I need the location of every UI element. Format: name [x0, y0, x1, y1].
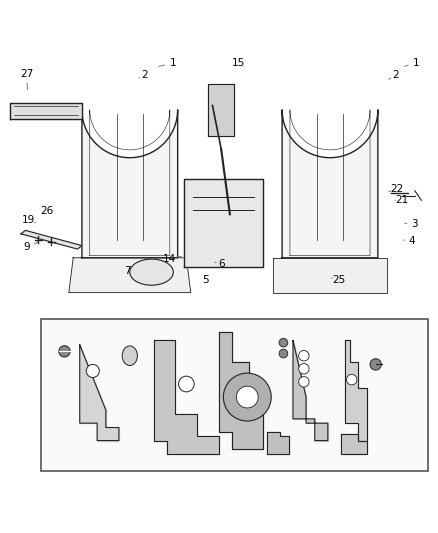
Circle shape — [237, 386, 258, 408]
Text: 12: 12 — [363, 371, 376, 381]
Text: 22: 22 — [390, 184, 403, 194]
Text: 11: 11 — [352, 329, 365, 339]
Polygon shape — [345, 341, 367, 441]
Text: 4: 4 — [408, 236, 415, 246]
Circle shape — [279, 349, 288, 358]
Polygon shape — [273, 258, 387, 293]
Polygon shape — [80, 345, 119, 441]
Circle shape — [346, 375, 357, 385]
Ellipse shape — [130, 259, 173, 285]
Text: 6: 6 — [218, 260, 225, 269]
Text: 14: 14 — [162, 254, 176, 264]
Bar — [41, 319, 428, 471]
Polygon shape — [282, 110, 378, 258]
Polygon shape — [219, 332, 262, 449]
Circle shape — [279, 338, 288, 347]
Polygon shape — [208, 84, 234, 136]
Text: 5: 5 — [203, 274, 209, 285]
Polygon shape — [184, 180, 262, 266]
Text: 17: 17 — [55, 333, 68, 343]
Circle shape — [370, 359, 381, 370]
Polygon shape — [341, 434, 367, 454]
Text: 23: 23 — [120, 329, 133, 339]
Text: 10: 10 — [84, 329, 97, 339]
Text: 7: 7 — [124, 266, 131, 276]
Text: 1: 1 — [413, 58, 419, 68]
Text: 3: 3 — [411, 219, 417, 229]
Text: 24: 24 — [275, 329, 288, 339]
Text: 13: 13 — [162, 329, 175, 339]
Circle shape — [299, 377, 309, 387]
Polygon shape — [154, 341, 219, 454]
Circle shape — [86, 365, 99, 377]
Circle shape — [59, 346, 70, 357]
Text: 9: 9 — [23, 242, 30, 252]
Polygon shape — [69, 258, 191, 293]
Text: 20: 20 — [306, 329, 319, 339]
Ellipse shape — [122, 346, 138, 366]
Circle shape — [179, 376, 194, 392]
Text: 18: 18 — [275, 384, 288, 394]
Polygon shape — [267, 432, 289, 454]
Polygon shape — [293, 341, 328, 441]
Circle shape — [299, 364, 309, 374]
Text: 2: 2 — [392, 70, 399, 80]
Text: 26: 26 — [40, 206, 54, 216]
Text: 25: 25 — [332, 274, 345, 285]
Text: 19: 19 — [22, 215, 35, 225]
Polygon shape — [10, 103, 82, 118]
Polygon shape — [82, 110, 178, 258]
Text: 16: 16 — [354, 351, 367, 361]
Text: 27: 27 — [20, 69, 33, 79]
Circle shape — [299, 351, 309, 361]
Text: 21: 21 — [395, 196, 408, 205]
Polygon shape — [21, 230, 82, 249]
Text: 1: 1 — [170, 58, 177, 68]
Circle shape — [223, 373, 271, 421]
Text: 2: 2 — [142, 70, 148, 80]
Text: 15: 15 — [232, 58, 245, 68]
